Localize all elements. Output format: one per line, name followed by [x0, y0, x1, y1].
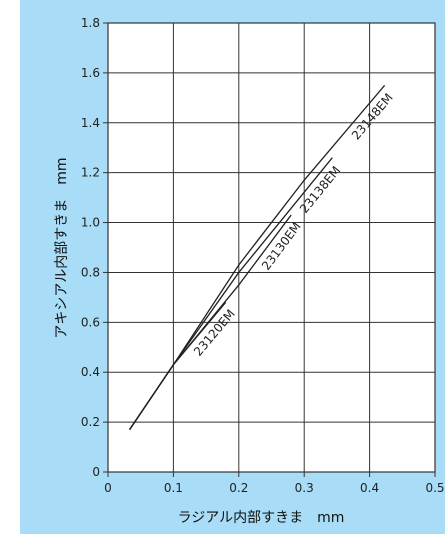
y-tick-label: 0.6: [81, 315, 100, 329]
y-tick-label: 1.6: [81, 66, 100, 80]
plot-area: [108, 23, 435, 472]
x-axis-label: ラジアル内部すきま mm: [178, 510, 345, 526]
y-tick-label: 1.2: [81, 166, 100, 180]
x-tick-label: 0.4: [360, 481, 379, 495]
y-tick-label: 0.2: [81, 415, 100, 429]
series-group: [129, 84, 386, 430]
y-tick-label: 1.8: [81, 16, 100, 30]
chart-svg: 0 0.1 0.2 0.3 0.4 0.5 0 0.2 0.4 0.6 0.8 1.0 1.2 1.4 1.…: [20, 0, 445, 534]
plot-border: [107, 22, 436, 473]
x-tick-label: 0.5: [425, 481, 444, 495]
y-tick-label: 0.8: [81, 265, 100, 279]
axes: 0 0.1 0.2 0.3 0.4 0.5 0 0.2 0.4 0.6 0.8 1.0 1.2 1.4 1.…: [81, 16, 445, 495]
y-tick-label: 1.0: [81, 216, 100, 230]
series-line-23148EM: [129, 84, 386, 430]
y-axis-label: アキシアル内部すきま mm: [54, 157, 70, 338]
x-tick-label: 0.1: [164, 481, 183, 495]
x-tick-label: 0.2: [229, 481, 248, 495]
chart-background: 0 0.1 0.2 0.3 0.4 0.5 0 0.2 0.4 0.6 0.8 1.0 1.2 1.4 1.…: [20, 0, 445, 534]
y-tick-label: 1.4: [81, 116, 100, 130]
y-tick-label: 0.4: [81, 365, 100, 379]
y-tick-label: 0: [92, 465, 100, 479]
x-tick-label: 0.3: [295, 481, 314, 495]
x-tick-label: 0: [104, 481, 112, 495]
